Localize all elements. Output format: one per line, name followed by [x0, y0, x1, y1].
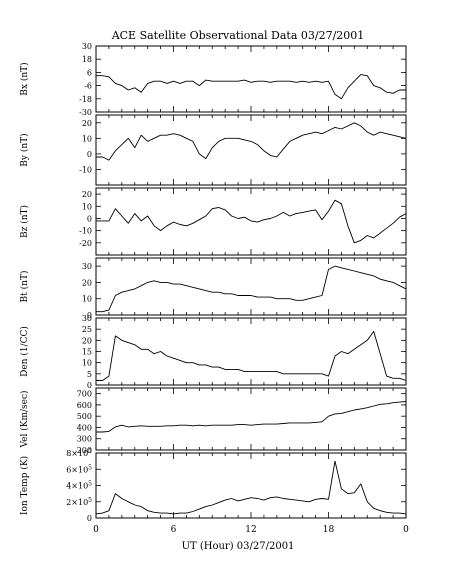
y-tick-label: 30 [82, 314, 92, 323]
y-tick-label: 0 [87, 381, 92, 390]
y-tick-exponent: 5 [88, 497, 92, 504]
x-axis-label: UT (Hour) 03/27/2001 [182, 541, 295, 552]
y-tick-label: 4×105 [66, 481, 92, 491]
x-tick-label: 12 [245, 525, 256, 535]
panel-1: 20 10 0 -10 By (nT) [19, 114, 407, 186]
y-tick-label: 8×105 [66, 448, 92, 458]
y-tick-label: 18 [82, 55, 92, 64]
y-tick-label: 6 [87, 68, 92, 77]
y-tick-label: 600 [77, 401, 92, 410]
x-tick-label: 18 [323, 525, 335, 535]
y-tick-exponent: 5 [88, 448, 92, 455]
series-line-2 [96, 199, 407, 244]
y-tick-label: -10 [79, 227, 92, 236]
y-tick-label: 30 [82, 42, 92, 51]
y-tick-label: 10 [82, 202, 92, 211]
panel-4: 30 25 20 15 10 5 0 Den (1/CC) [19, 314, 407, 390]
y-tick-label: 0 [87, 150, 92, 159]
series-line-5 [96, 401, 407, 433]
panel-frame [95, 257, 407, 316]
y-tick-label: 10 [82, 295, 92, 304]
y-tick-label: 2×105 [66, 497, 92, 507]
y-axis-label-5: Vel (Km/sec) [19, 390, 30, 448]
series-line-3 [96, 265, 407, 313]
panel-3: 30 20 10 0 Bt (nT) [19, 257, 407, 320]
y-axis-label-0: Bx (nT) [19, 62, 30, 95]
y-tick-label: 20 [82, 336, 92, 345]
series-line-6 [95, 460, 407, 515]
series-line-0 [96, 74, 406, 100]
y-tick-mantissa: 4×10 [66, 482, 88, 491]
y-tick-label: 0 [87, 514, 92, 523]
y-tick-label: 300 [77, 435, 92, 444]
panel-2: 20 10 0 -10 -20 Bz (nT) [19, 187, 407, 256]
y-axis-label-4: Den (1/CC) [19, 326, 30, 377]
y-tick-label: 0 [87, 311, 92, 320]
y-tick-mantissa: 8×10 [66, 449, 88, 458]
y-tick-exponent: 5 [88, 481, 92, 488]
x-tick-labels: 0 6 12 18 0 [93, 525, 409, 535]
x-tick-label: 6 [171, 525, 177, 535]
y-axis-label-6: Ion Temp (K) [19, 456, 30, 515]
y-axis-label-3: Bt (nT) [19, 271, 30, 303]
y-tick-label: 6×105 [66, 464, 92, 474]
y-tick-label: -20 [79, 239, 92, 248]
y-tick-exponent: 5 [88, 464, 92, 471]
y-tick-label: 700 [77, 390, 92, 399]
x-tick-label: 0 [93, 525, 99, 535]
y-tick-label: -30 [79, 108, 92, 117]
y-tick-label: 500 [77, 412, 92, 421]
panel-5: 700 600 500 400 300 200 Vel (Km/sec) [19, 387, 407, 455]
y-tick-label: 10 [82, 359, 92, 368]
y-tick-label: 10 [82, 134, 92, 143]
chart-title: ACE Satellite Observational Data 03/27/2… [111, 29, 365, 42]
y-tick-label: 30 [82, 262, 92, 271]
y-tick-mantissa: 2×10 [66, 498, 88, 507]
panel-frame [95, 387, 407, 451]
y-axis-label-1: By (nT) [19, 133, 30, 166]
y-tick-label: 25 [82, 325, 92, 334]
y-tick-label: 0 [87, 214, 92, 223]
y-tick-label: 400 [77, 423, 92, 432]
y-tick-label: 15 [82, 348, 92, 357]
panels: 30 18 6 -6 -18 -30 Bx (nT) 20 10 0 -10 By (nT) 20 10 0… [19, 42, 407, 523]
x-tick-label: 0 [403, 525, 409, 535]
y-tick-label: -18 [79, 95, 92, 104]
y-tick-label: 200 [77, 446, 92, 455]
y-tick-label: 20 [82, 119, 92, 128]
y-axis-label-2: Bz (nT) [19, 205, 30, 238]
series-line-4 [96, 330, 407, 381]
panel-frame [95, 317, 407, 386]
y-tick-label: 20 [82, 278, 92, 287]
series-line-1 [96, 122, 407, 161]
y-tick-mantissa: 6×10 [66, 465, 88, 474]
panel-frame [95, 45, 407, 113]
y-tick-label: -10 [79, 165, 92, 174]
y-tick-label: 5 [87, 370, 92, 379]
y-tick-label: 20 [82, 190, 92, 199]
panel-0: 30 18 6 -6 -18 -30 Bx (nT) [19, 42, 407, 117]
y-tick-label: -6 [84, 82, 92, 91]
panel-frame [95, 187, 407, 256]
